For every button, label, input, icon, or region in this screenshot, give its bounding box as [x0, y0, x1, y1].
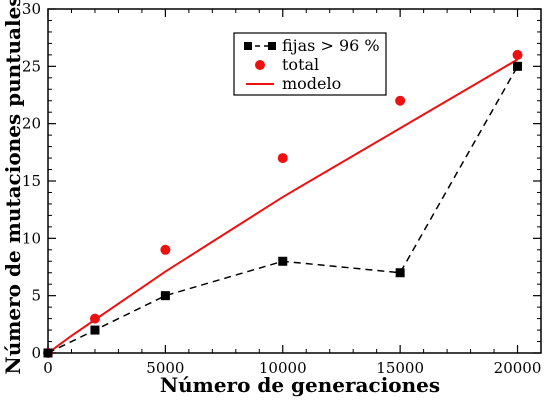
series-total-point — [395, 95, 406, 106]
y-tick-label: 25 — [22, 57, 41, 75]
legend-total-marker — [255, 60, 265, 70]
plot-area: 0 5000 10000 15000 20000 0 5 10 15 20 25 30 — [22, 0, 542, 377]
series-fijas-line — [47, 65, 519, 354]
x-tick-label: 15000 — [376, 359, 424, 377]
y-tick-label: 5 — [31, 287, 41, 305]
series-fijas-point — [513, 61, 523, 71]
legend-total-label: total — [282, 55, 319, 74]
series-total-point — [160, 244, 171, 255]
series-fijas-point — [160, 291, 170, 301]
legend-fijas-label: fijas > 96 % — [282, 36, 380, 55]
series-total-point — [512, 49, 523, 60]
x-tick-label: 0 — [43, 359, 53, 377]
legend-modelo-label: modelo — [282, 74, 341, 93]
legend-fijas-marker — [244, 42, 252, 50]
series-total-point — [277, 153, 288, 164]
y-tick-label: 20 — [22, 115, 41, 133]
series-fijas-point — [395, 268, 405, 278]
y-axis-label: Número de mutaciones puntuales — [1, 0, 25, 375]
x-tick-label: 20000 — [494, 359, 542, 377]
y-tick-label: 10 — [22, 229, 41, 247]
x-tick-label: 5000 — [146, 359, 184, 377]
series-total-point — [89, 313, 100, 324]
series-fijas-point — [90, 325, 100, 335]
series-fijas-point — [43, 348, 53, 358]
y-tick-label: 0 — [31, 344, 41, 362]
series-fijas-point — [278, 256, 288, 266]
x-axis-label: Número de generaciones — [160, 373, 440, 397]
y-tick-label: 15 — [22, 172, 41, 190]
x-tick-label: 10000 — [259, 359, 307, 377]
y-tick-label: 30 — [22, 0, 41, 18]
legend-fijas-marker — [268, 42, 276, 50]
series-modelo-line — [47, 58, 519, 354]
